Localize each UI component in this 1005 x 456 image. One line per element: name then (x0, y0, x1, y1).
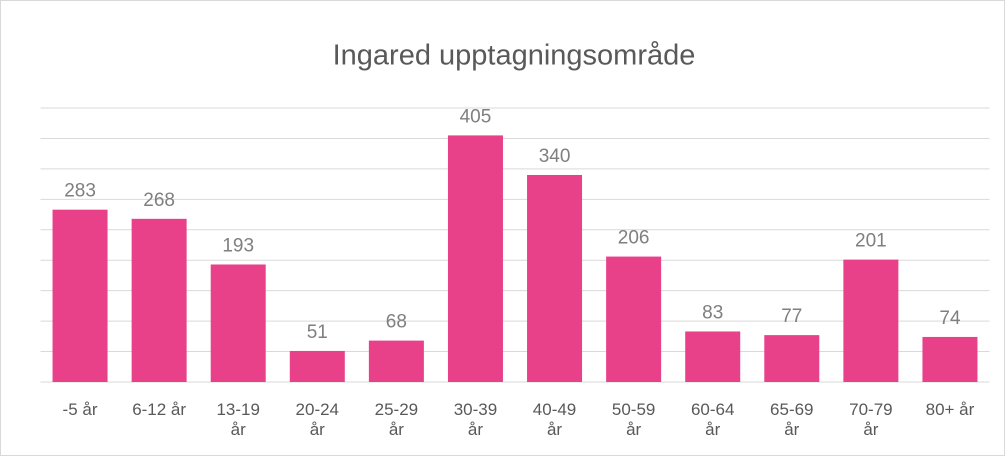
data-label: 201 (855, 231, 887, 252)
x-tick-label: 20-24 år (295, 400, 340, 439)
x-tick-label: 60-64 år (690, 400, 735, 439)
bar (922, 336, 978, 382)
bar (764, 335, 820, 382)
bar (527, 174, 583, 382)
bar (52, 209, 108, 382)
x-tick-label: 50-59 år (611, 400, 656, 439)
x-tick-label: 70-79 år (849, 400, 893, 439)
bar (685, 331, 741, 382)
data-label: 206 (618, 228, 650, 249)
x-tick-label: 30-39 år (453, 400, 498, 439)
data-label: 340 (539, 146, 571, 167)
data-label: 268 (143, 190, 175, 211)
chart-title: Ingared upptagningsområde (333, 40, 696, 72)
data-label: 68 (386, 312, 407, 333)
x-tick-label: 80+ år (925, 400, 975, 419)
bar (606, 256, 662, 382)
x-tick-label: 25-29 år (374, 400, 419, 439)
x-tick-label: 65-69 år (770, 400, 814, 439)
bar (210, 264, 266, 382)
x-tick-label: 13-19 år (216, 400, 260, 439)
x-tick-label: -5 år (62, 400, 98, 419)
bar (131, 218, 187, 382)
data-label: 405 (460, 106, 492, 127)
bar (368, 340, 424, 382)
x-tick-label: 40-49 år (532, 400, 577, 439)
data-label: 193 (222, 236, 254, 257)
bar (843, 259, 899, 382)
data-label: 83 (702, 302, 723, 323)
data-label: 283 (64, 181, 96, 202)
data-label: 74 (939, 308, 961, 329)
bar (289, 350, 345, 382)
data-label: 51 (307, 322, 328, 343)
x-tick-label: 6-12 år (132, 400, 187, 419)
data-label: 77 (781, 306, 802, 327)
bar (447, 135, 503, 382)
